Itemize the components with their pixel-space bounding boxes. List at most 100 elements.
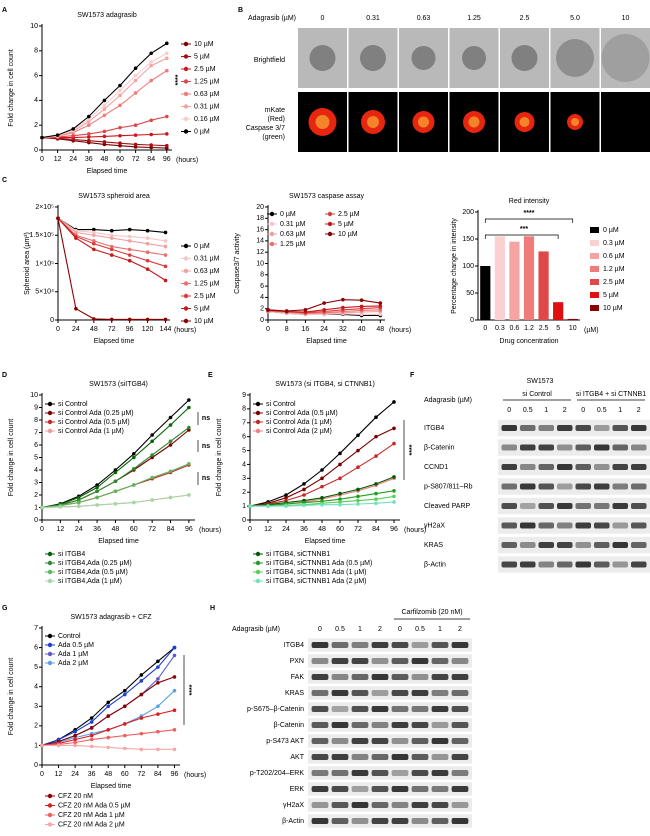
data-point [102,140,107,144]
data-point [145,267,150,271]
x-unit: (hours) [184,772,206,779]
spheroid-core [315,115,330,129]
data-point [113,479,118,484]
blot-band [431,770,449,776]
blot-band [451,786,469,792]
blot-band [612,425,629,431]
data-point [187,425,191,430]
legend-label: si ITGB4, siCTNNB1 [266,551,330,558]
blot-band [519,522,536,529]
spheroid [462,46,486,70]
data-point [156,665,160,669]
lane-label: 0.5 [335,626,345,633]
blot-band [331,706,349,712]
data-point [76,500,81,505]
x-axis-title: Elapsed time [98,538,139,545]
data-point [374,501,378,506]
blot-background [498,497,650,515]
blot-band [538,425,555,431]
data-point [356,465,360,470]
blot-band [501,522,518,529]
data-point [106,700,111,705]
blot-band [391,786,409,792]
blot-band [431,722,449,728]
data-point [374,415,378,420]
x-unit: (hours) [404,527,426,534]
blot-band [351,818,369,824]
panel-label: F [410,372,415,379]
y-tick-label: 5×10⁴ [35,289,54,296]
blot-band [311,642,329,648]
blot-band [630,483,647,490]
x-tick-label: 84 [154,771,162,778]
y-tick-label: 8 [260,272,264,279]
lane-label: 0 [318,626,322,633]
data-point [356,433,360,438]
data-point [87,138,91,143]
data-point [127,317,132,322]
x-axis-title: Elapsed time [91,783,132,790]
x-tick-label: 10 [569,325,577,332]
bracket [484,234,559,239]
data-point [56,743,61,748]
data-point [284,495,288,500]
blot-band [431,754,449,760]
bar [567,318,578,320]
legend-label: 0 µM [280,211,296,218]
x-axis-title: Elapsed time [94,338,135,345]
data-point [123,704,127,709]
spheroid [309,45,336,71]
x-axis-title: Elapsed time [305,538,346,545]
data-point [95,495,99,500]
blot-band [593,542,610,548]
y-tick-label: 18 [256,215,264,222]
y-tick-label: 4 [34,684,38,691]
blot-band [451,802,469,808]
legend-marker [183,318,189,324]
data-point [284,504,288,508]
data-point [165,143,169,148]
data-point [127,253,132,257]
data-point [168,439,173,444]
y-tick-label: 8 [34,417,38,424]
chart-title: SW1573 (siITGB4) [89,381,148,388]
data-point [150,498,154,502]
legend-marker [327,231,333,237]
legend-marker [327,221,333,227]
spheroid [360,45,386,71]
legend-marker [269,221,275,227]
blot-band [371,706,389,712]
blot-band [556,561,573,568]
data-point [58,505,63,509]
lane-label: 2 [637,407,641,414]
data-point [102,103,107,108]
data-point [118,83,122,88]
legend-label: si Control Ada (1 µM) [58,428,124,435]
data-point [145,228,150,233]
blot-band [371,818,389,824]
blot-band [431,690,449,696]
x-tick-label: 8 [285,326,289,333]
y-tick-label: 2 [242,489,246,496]
data-point [89,737,94,742]
data-point [168,495,173,500]
data-point [320,502,324,507]
data-point [374,491,378,496]
blot-band [538,483,555,490]
blot-band [311,738,329,744]
data-point [118,133,122,138]
data-point [127,234,132,239]
y-tick-label: 16 [256,226,264,233]
group-label: si ITGB4 + si CTNNB1 [576,391,646,398]
legend-label: 0 µM [603,227,619,234]
y-tick-label: 2 [34,122,38,129]
data-point [127,258,132,263]
blot-background [498,536,650,554]
blot-row-label: ITGB4 [284,642,304,649]
series-line [41,676,175,746]
legend-label: Ada 2 µM [58,660,88,667]
concentration-label: 2.5 [520,15,530,22]
data-point [156,681,160,685]
x-tick-label: 0.3 [495,325,505,332]
x-unit: (hours) [174,327,196,334]
